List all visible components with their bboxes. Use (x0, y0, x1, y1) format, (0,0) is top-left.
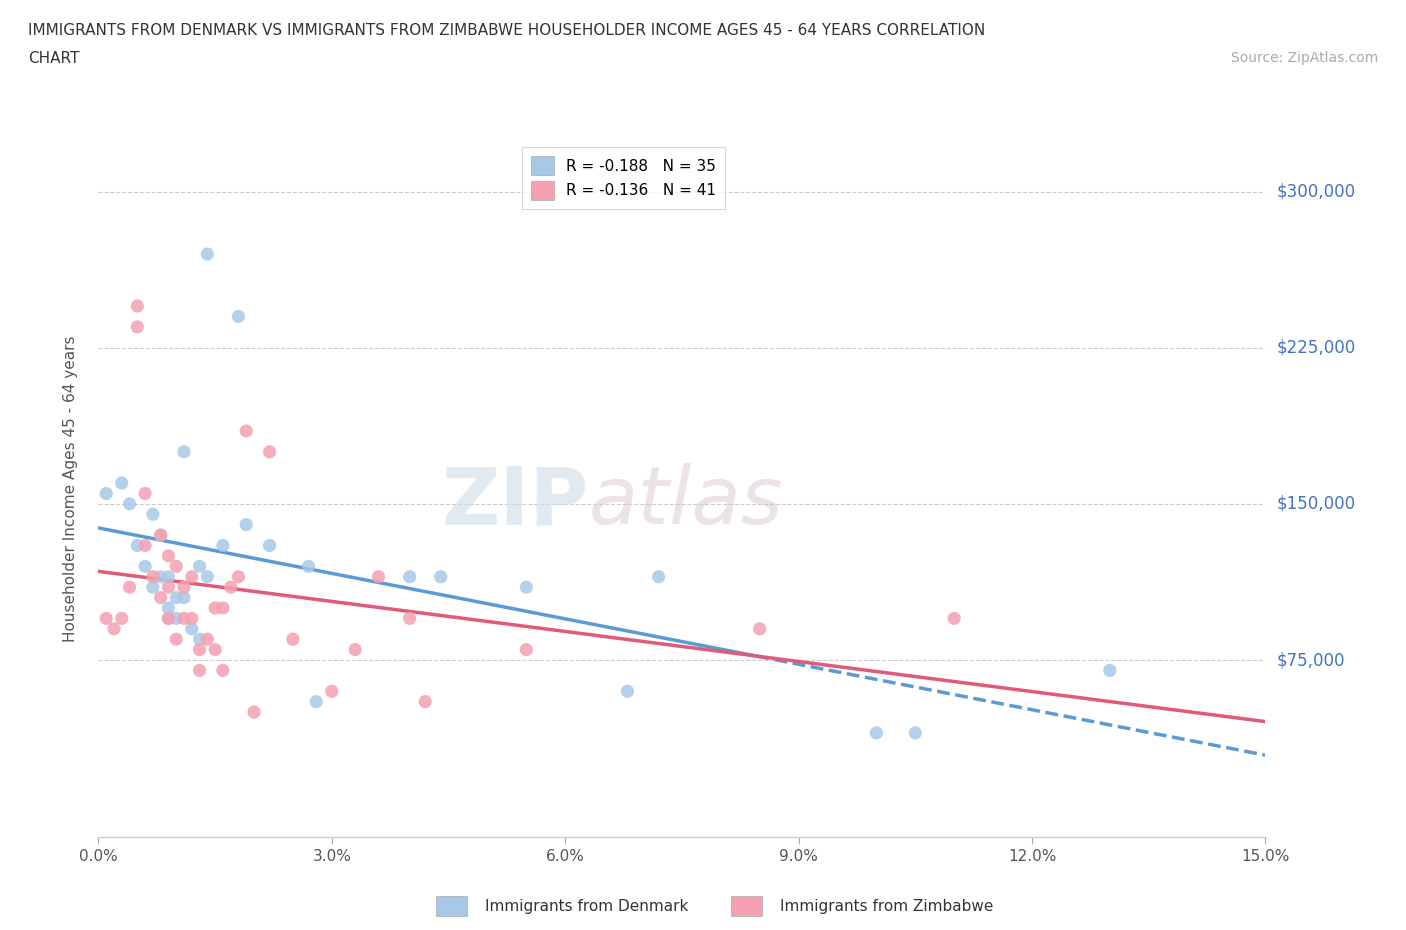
Point (865, 725, 887, 740)
Point (142, 579, 165, 594)
Point (157, 611, 180, 626)
Point (111, 611, 134, 626)
Text: IMMIGRANTS FROM DENMARK VS IMMIGRANTS FROM ZIMBABWE HOUSEHOLDER INCOME AGES 45 -: IMMIGRANTS FROM DENMARK VS IMMIGRANTS FR… (28, 23, 986, 38)
Point (142, 569, 165, 584)
Point (647, 569, 669, 584)
Point (127, 538, 149, 553)
Text: $75,000: $75,000 (1277, 651, 1346, 669)
Point (188, 643, 211, 658)
Point (173, 591, 195, 605)
Point (297, 559, 319, 574)
Point (204, 601, 226, 616)
Point (157, 611, 180, 626)
Point (943, 611, 966, 626)
Text: CHART: CHART (28, 51, 80, 66)
Point (157, 549, 180, 564)
Point (212, 538, 235, 553)
Point (259, 538, 281, 553)
Point (173, 445, 195, 459)
Point (235, 517, 257, 532)
Point (157, 601, 180, 616)
Point (398, 569, 420, 584)
Point (235, 423, 257, 438)
Point (149, 527, 172, 542)
Point (180, 621, 202, 636)
Point (96, 486, 118, 501)
Point (165, 611, 187, 626)
Point (195, 631, 218, 646)
Text: Source: ZipAtlas.com: Source: ZipAtlas.com (1230, 51, 1378, 65)
Point (515, 643, 537, 658)
Point (149, 527, 172, 542)
Point (165, 591, 187, 605)
Point (134, 559, 156, 574)
Point (259, 445, 281, 459)
Point (904, 725, 927, 740)
Point (321, 684, 343, 698)
Point (398, 611, 420, 626)
Point (212, 663, 235, 678)
Point (165, 559, 187, 574)
Point (219, 579, 242, 594)
Text: $300,000: $300,000 (1277, 182, 1355, 201)
Point (134, 538, 156, 553)
Point (204, 643, 226, 658)
Point (429, 569, 451, 584)
Y-axis label: Householder Income Ages 45 - 64 years: Householder Income Ages 45 - 64 years (63, 335, 77, 642)
Point (195, 569, 218, 584)
Point (111, 475, 134, 490)
Point (188, 559, 211, 574)
Point (149, 569, 172, 584)
Point (195, 246, 218, 261)
Text: ZIP: ZIP (441, 463, 589, 541)
Point (367, 569, 389, 584)
Point (243, 705, 266, 720)
Point (173, 579, 195, 594)
Point (188, 631, 211, 646)
Point (118, 497, 141, 512)
Point (103, 621, 125, 636)
Point (748, 621, 770, 636)
Point (413, 694, 436, 709)
Point (127, 299, 149, 313)
Point (188, 663, 211, 678)
Point (228, 569, 250, 584)
Text: $225,000: $225,000 (1277, 339, 1355, 357)
Point (127, 319, 149, 334)
Point (149, 591, 172, 605)
Legend: R = -0.188   N = 35, R = -0.136   N = 41: R = -0.188 N = 35, R = -0.136 N = 41 (522, 147, 725, 209)
Point (305, 694, 328, 709)
Point (134, 486, 156, 501)
Point (165, 631, 187, 646)
Text: $150,000: $150,000 (1277, 495, 1355, 512)
Point (1098, 663, 1121, 678)
Point (157, 569, 180, 584)
Point (212, 601, 235, 616)
Point (96, 611, 118, 626)
Point (142, 507, 165, 522)
Text: Immigrants from Denmark: Immigrants from Denmark (485, 899, 689, 914)
Point (173, 611, 195, 626)
Point (515, 579, 537, 594)
Point (344, 643, 367, 658)
Point (157, 579, 180, 594)
Point (281, 631, 304, 646)
Point (616, 684, 638, 698)
Point (118, 579, 141, 594)
Point (180, 611, 202, 626)
Text: atlas: atlas (589, 463, 783, 541)
Point (180, 569, 202, 584)
Text: Immigrants from Zimbabwe: Immigrants from Zimbabwe (780, 899, 994, 914)
Point (228, 309, 250, 324)
